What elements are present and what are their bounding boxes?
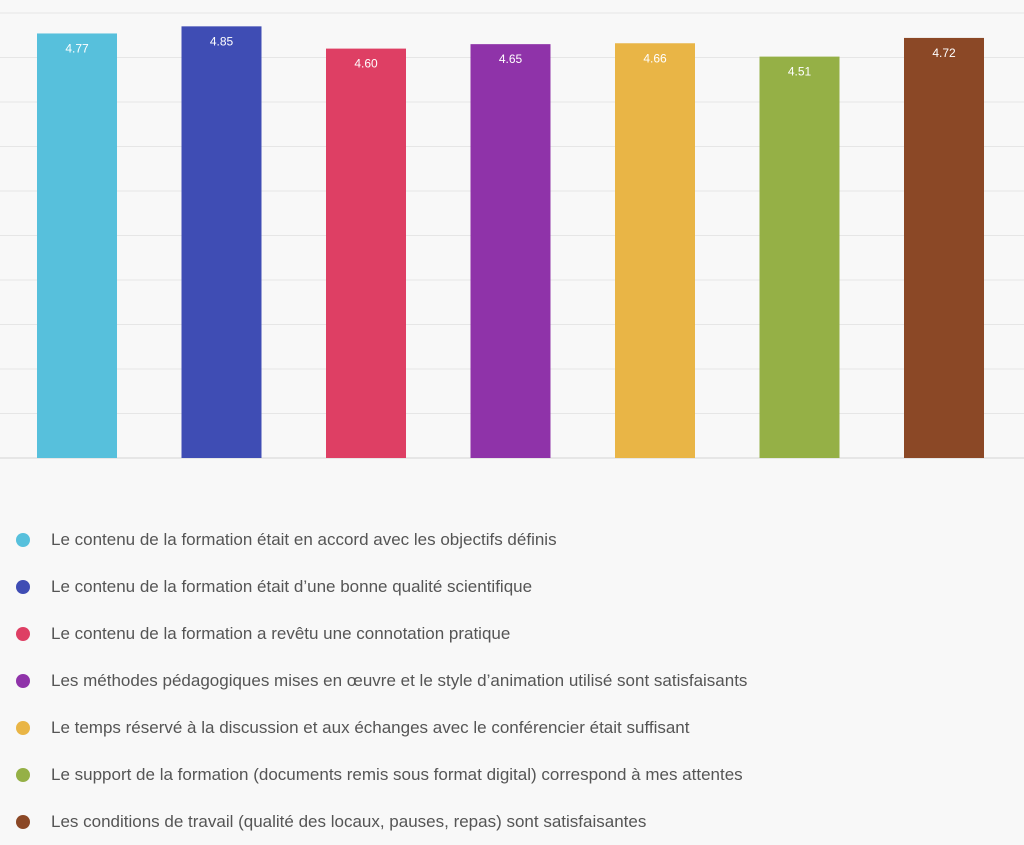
bar-value-label: 4.65: [499, 52, 523, 66]
bar-chart: 4.77 4.85 4.60 4.65 4.66 4.51 4.72: [0, 12, 1024, 459]
legend-label: Le contenu de la formation était en acco…: [51, 529, 557, 549]
legend-item[interactable]: Le contenu de la formation a revêtu une …: [16, 610, 1016, 657]
legend-item[interactable]: Les conditions de travail (qualité des l…: [16, 798, 1016, 845]
legend-label: Le temps réservé à la discussion et aux …: [51, 717, 690, 737]
bar-value-label: 4.72: [932, 46, 956, 60]
bar[interactable]: [326, 48, 406, 458]
legend-item[interactable]: Le contenu de la formation était en acco…: [16, 516, 1016, 563]
bar-value-label: 4.66: [643, 51, 667, 65]
bar-value-label: 4.77: [65, 41, 89, 55]
legend-item[interactable]: Le contenu de la formation était d’une b…: [16, 563, 1016, 610]
bars: [37, 26, 984, 459]
bar[interactable]: [615, 43, 695, 458]
legend-swatch-icon: [16, 767, 30, 782]
legend-swatch-icon: [16, 626, 30, 641]
bar-value-label: 4.60: [354, 57, 378, 71]
legend-label: Le contenu de la formation a revêtu une …: [51, 623, 511, 643]
legend-swatch-icon: [16, 814, 30, 829]
bar-value-label: 4.85: [210, 34, 234, 48]
legend-item[interactable]: Le temps réservé à la discussion et aux …: [16, 704, 1016, 751]
legend-label: Les méthodes pédagogiques mises en œuvre…: [51, 670, 748, 690]
legend-swatch-icon: [16, 579, 30, 594]
bar[interactable]: [181, 26, 262, 458]
legend-swatch-icon: [16, 720, 30, 735]
bar[interactable]: [37, 33, 117, 458]
legend-swatch-icon: [16, 673, 30, 688]
bar[interactable]: [759, 56, 840, 459]
legend-swatch-icon: [16, 532, 30, 547]
legend-label: Le support de la formation (documents re…: [51, 764, 743, 784]
legend-label: Le contenu de la formation était d’une b…: [51, 576, 533, 596]
legend: Le contenu de la formation était en acco…: [16, 516, 1016, 845]
bar-value-label: 4.51: [788, 65, 812, 79]
legend-item[interactable]: Le support de la formation (documents re…: [16, 751, 1016, 798]
bar[interactable]: [470, 44, 551, 459]
bar[interactable]: [904, 37, 984, 459]
legend-item[interactable]: Les méthodes pédagogiques mises en œuvre…: [16, 657, 1016, 704]
legend-label: Les conditions de travail (qualité des l…: [51, 811, 647, 831]
bar-value-labels: 4.77 4.85 4.60 4.65 4.66 4.51 4.72: [65, 34, 956, 78]
